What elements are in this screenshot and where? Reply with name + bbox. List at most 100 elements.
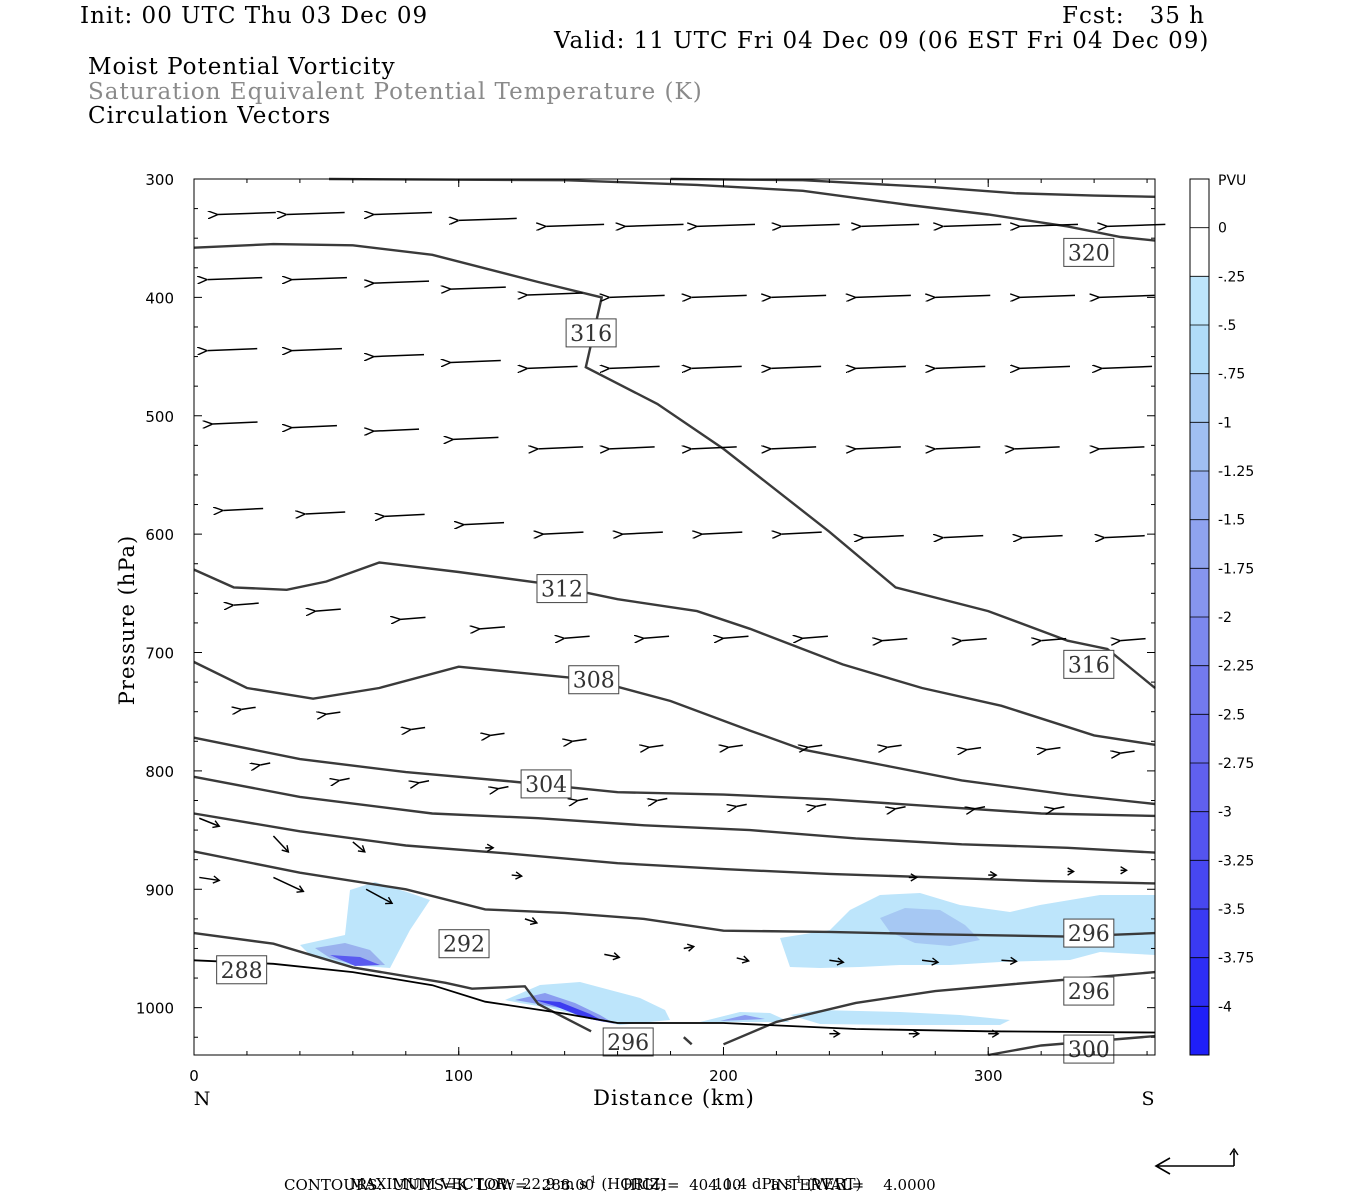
colorbar-label-13: -3.25 — [1218, 853, 1254, 869]
wind-vector-low-head-6 — [486, 843, 495, 853]
wind-vector-r1-c1 — [292, 278, 347, 280]
y-tick-label-700: 700 — [145, 645, 174, 663]
colorbar-label-10: -2.5 — [1218, 707, 1245, 723]
y-tick-label-900: 900 — [145, 881, 174, 899]
contour-label-box-5 — [568, 665, 620, 695]
contour-label-308: 308 — [573, 669, 615, 694]
colorbar-label-1: -.25 — [1218, 269, 1245, 285]
wind-vector-r7-c2 — [419, 779, 430, 783]
field-title-2: Saturation Equivalent Potential Temperat… — [88, 79, 703, 105]
wind-vector-low-head-15 — [910, 873, 919, 882]
contour-label-box-6 — [520, 769, 572, 799]
contour-label-288: 288 — [221, 959, 263, 984]
wind-vector-r0-c8 — [861, 224, 920, 226]
contour-label-316: 316 — [1068, 653, 1110, 678]
wind-vector-r6-c7 — [808, 745, 823, 747]
wind-vector-r6-c2 — [411, 727, 426, 729]
wind-vector-r5-c10 — [1041, 639, 1067, 641]
contour-label-316: 316 — [570, 322, 612, 347]
wind-vector-r7-c7 — [816, 803, 827, 806]
wind-vector-r0-c4 — [546, 224, 605, 226]
wind-vector-r2-c0 — [207, 349, 258, 351]
contour-line-320-1 — [670, 177, 1156, 198]
contour-label-box-3 — [1063, 649, 1115, 679]
wind-vector-r2-c1 — [292, 349, 342, 351]
theta-e-contours — [193, 177, 1156, 1057]
contour-line-292-9 — [193, 850, 1156, 938]
wind-vector-low-1 — [272, 835, 289, 853]
colorbar-swatch-11 — [1190, 714, 1209, 764]
contour-line-320-0 — [328, 177, 1156, 242]
wind-vector-r3-c7 — [771, 447, 817, 449]
contour-line-312-4 — [193, 561, 1156, 746]
wind-vector-r3-c6 — [692, 447, 737, 449]
wind-vector-r1-c8 — [856, 295, 911, 297]
contour-label-312: 312 — [541, 578, 583, 603]
wind-vector-r3-c4 — [538, 447, 584, 449]
field-title-1: Moist Potential Vorticity — [88, 54, 396, 80]
mpv-region-3 — [330, 955, 380, 966]
wind-vector-r7-c1 — [340, 777, 350, 780]
contours-info: CONTOURS: UNITS=K LOW= 288.00 HIGH= 404.… — [284, 1176, 936, 1194]
wind-vector-low-4 — [273, 876, 304, 893]
wind-vector-r6-c11 — [1121, 751, 1135, 753]
wind-vector-r1-c11 — [1099, 295, 1155, 297]
wind-vector-r1-c2 — [374, 281, 430, 283]
contour-label-292: 292 — [443, 933, 485, 958]
contour-line-316-2 — [193, 242, 1156, 689]
ground-surface — [193, 959, 1156, 1034]
wind-vector-r5-c0 — [234, 603, 259, 605]
wind-vector-r2-c5 — [610, 366, 660, 368]
wind-vector-r2-c6 — [692, 366, 742, 368]
wind-vector-r5-c5 — [644, 636, 670, 638]
wind-vector-low-5 — [365, 888, 393, 904]
wind-vector-r6-c1 — [326, 712, 341, 714]
wind-vector-low-head-11 — [741, 955, 751, 964]
wind-vector-r6-c5 — [649, 745, 664, 747]
contour-label-296: 296 — [1068, 980, 1110, 1005]
wind-vector-r1-c5 — [610, 295, 665, 297]
contour-label-box-10 — [216, 955, 268, 985]
y-tick-label-400: 400 — [145, 289, 174, 307]
wind-vector-r7-c9 — [975, 806, 986, 809]
wind-vector-low-13 — [921, 959, 939, 964]
wind-vector-low-head-18 — [1120, 866, 1128, 875]
wind-vector-low-head-19 — [833, 1029, 841, 1038]
wind-vector-r5-c1 — [316, 609, 341, 611]
colorbar-swatch-6 — [1190, 471, 1209, 521]
wind-vector-r0-c7 — [782, 224, 840, 226]
contour-line-288-10 — [193, 931, 592, 1033]
wind-vector-low-8 — [524, 918, 538, 924]
wind-vector-r0-c1 — [287, 213, 345, 215]
wind-vector-low-head-0 — [212, 820, 221, 829]
wind-vector-low-11 — [736, 957, 749, 962]
y-tick-label-500: 500 — [145, 408, 174, 426]
colorbar-label-14: -3.5 — [1218, 902, 1245, 918]
wind-vector-r3-c10 — [1015, 447, 1060, 449]
colorbar-label-16: -4 — [1218, 999, 1232, 1015]
horiz-exp: -1 — [586, 1175, 597, 1186]
wind-vector-r7-c4 — [578, 797, 589, 800]
x-tick-label-100: 100 — [444, 1067, 473, 1085]
x-left-end-label: N — [194, 1088, 211, 1110]
wind-vector-r2-c10 — [1020, 366, 1071, 368]
contour-label-box-0 — [1063, 237, 1115, 267]
wind-vector-low-head-12 — [836, 957, 845, 966]
wind-vector-r5-c8 — [882, 639, 908, 641]
axes: 0 100 200 300 300 400 500 600 700 800 900 1000 — [136, 171, 1155, 1085]
contour-line-308-5 — [193, 660, 1156, 806]
wind-vector-r1-c4 — [528, 293, 583, 295]
field-title-3: Circulation Vectors — [88, 103, 332, 129]
circulation-vectors — [199, 213, 1166, 1038]
colorbar-label-0: 0 — [1218, 221, 1227, 237]
colorbar-label-3: -.75 — [1218, 367, 1245, 383]
wind-vector-low-head-3 — [212, 875, 221, 884]
x-axis-title: Distance (km) — [593, 1086, 755, 1110]
mpv-region-8 — [720, 1015, 765, 1021]
wind-vector-r6-c10 — [1046, 748, 1061, 750]
wind-vector-low-head-20 — [912, 1029, 921, 1038]
wind-vector-r7-c6 — [737, 803, 747, 806]
wind-vector-r7-c0 — [260, 762, 271, 765]
contour-label-box-14 — [1063, 1034, 1115, 1064]
